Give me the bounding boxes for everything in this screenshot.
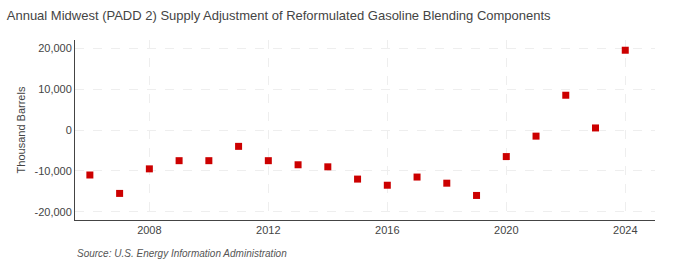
svg-text:20,000: 20,000	[38, 42, 72, 54]
svg-text:0: 0	[66, 124, 72, 136]
svg-text:Annual Midwest (PADD 2) Supply: Annual Midwest (PADD 2) Supply Adjustmen…	[7, 8, 551, 23]
svg-text:-20,000: -20,000	[34, 206, 71, 218]
svg-text:Thousand Barrels: Thousand Barrels	[15, 86, 27, 173]
svg-text:2012: 2012	[256, 224, 280, 236]
svg-text:2016: 2016	[375, 224, 399, 236]
svg-text:2024: 2024	[613, 224, 637, 236]
svg-text:10,000: 10,000	[38, 83, 72, 95]
svg-text:2020: 2020	[494, 224, 518, 236]
svg-text:-10,000: -10,000	[34, 165, 71, 177]
svg-text:2008: 2008	[137, 224, 161, 236]
svg-text:Source: U.S. Energy Informatio: Source: U.S. Energy Information Administ…	[77, 248, 287, 259]
